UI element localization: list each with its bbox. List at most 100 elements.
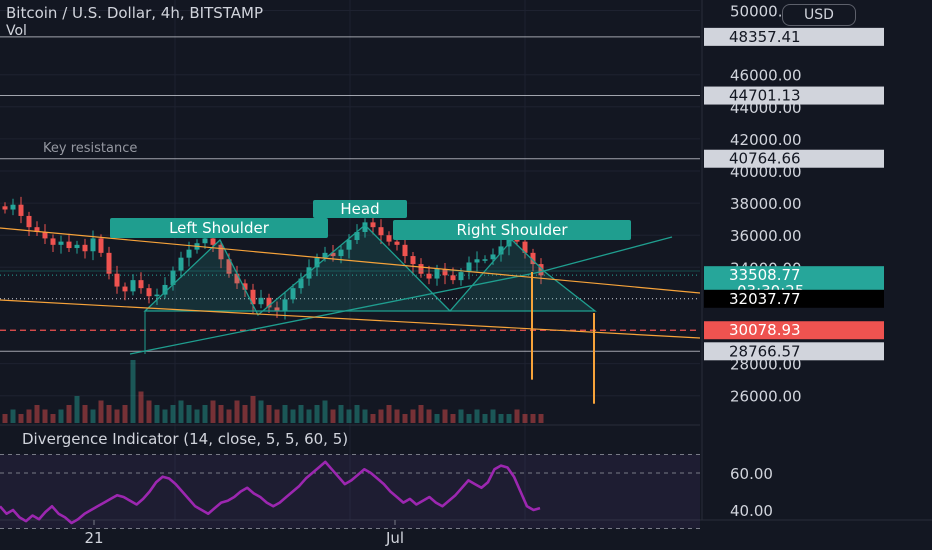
candle-down xyxy=(426,273,432,279)
volume-bar xyxy=(58,409,64,423)
candle-down xyxy=(114,273,120,287)
candle-down xyxy=(530,252,536,265)
candle-up xyxy=(186,249,192,258)
candle-down xyxy=(146,288,152,297)
trendline-lower xyxy=(0,299,701,339)
right-shoulder-label: Right Shoulder xyxy=(456,221,568,239)
candle-down xyxy=(242,283,248,290)
candle-down xyxy=(210,238,216,245)
candle-down xyxy=(226,259,232,274)
candle-down xyxy=(106,252,112,274)
volume-bar xyxy=(18,414,24,423)
candle-up xyxy=(338,249,344,257)
volume-bar xyxy=(2,414,8,423)
volume-bar xyxy=(474,409,480,423)
left-shoulder-label: Left Shoulder xyxy=(169,219,270,237)
volume-bar xyxy=(122,405,128,423)
volume-bar xyxy=(162,409,168,423)
candle-down xyxy=(370,222,376,228)
candle-up xyxy=(466,262,472,273)
currency-button[interactable]: USD xyxy=(782,4,856,26)
candle-up xyxy=(162,284,168,295)
left-shoulder-label-box xyxy=(110,218,328,238)
candle-down xyxy=(266,297,272,308)
price-label: 44701.13 xyxy=(729,87,801,105)
head-label-box xyxy=(313,200,407,218)
volume-bar xyxy=(370,414,376,423)
candle-down xyxy=(122,286,128,292)
candle-up xyxy=(434,268,440,279)
volume-bar xyxy=(314,405,320,423)
candle-down xyxy=(82,244,88,252)
volume-bar xyxy=(194,409,200,423)
volume-bars xyxy=(2,360,544,423)
volume-bar xyxy=(202,405,208,423)
volume-bar xyxy=(458,409,464,423)
volume-bar xyxy=(410,409,416,423)
price-label: 33508.77 xyxy=(729,266,801,284)
candle-down xyxy=(26,215,32,228)
volume-bar xyxy=(74,396,80,423)
key-resistance-label: Key resistance xyxy=(43,141,137,156)
volume-bar xyxy=(90,409,96,423)
candle-up xyxy=(154,294,160,297)
volume-bar xyxy=(26,409,32,423)
candle-down xyxy=(42,231,48,239)
volume-bar xyxy=(146,400,152,423)
candle-up xyxy=(354,231,360,241)
volume-bar xyxy=(266,405,272,423)
volume-bar xyxy=(42,409,48,423)
candle-up xyxy=(90,238,96,252)
candle-down xyxy=(442,268,448,276)
volume-bar xyxy=(234,400,240,423)
candle-up xyxy=(506,236,512,247)
volume-bar xyxy=(178,400,184,423)
volume-bar xyxy=(330,409,336,423)
candle-down xyxy=(138,280,144,289)
candle-up xyxy=(482,259,488,261)
neckline-ext xyxy=(539,236,673,273)
osc-tick: 60.00 xyxy=(730,465,773,483)
price-axis[interactable]: 50000.0046000.0044000.0042000.0040000.00… xyxy=(704,3,884,521)
price-label-bg xyxy=(704,86,884,105)
volume-bar xyxy=(114,409,120,423)
price-tick: 38000.00 xyxy=(730,195,802,213)
volume-bar xyxy=(306,409,312,423)
candle-down xyxy=(538,264,544,276)
volume-bar xyxy=(290,409,296,423)
volume-bar xyxy=(386,405,392,423)
pattern-drawing[interactable] xyxy=(0,224,701,404)
price-label: 40764.66 xyxy=(729,150,801,168)
candle-up xyxy=(314,257,320,268)
volume-bar xyxy=(354,405,360,423)
candle-up xyxy=(290,288,296,300)
volume-bar xyxy=(482,414,488,423)
price-label-bg xyxy=(704,342,884,361)
price-label-bg xyxy=(704,321,884,340)
oscillator-pane xyxy=(0,454,700,529)
candle-down xyxy=(410,256,416,265)
candle-down xyxy=(378,227,384,236)
candle-up xyxy=(170,270,176,285)
candle-down xyxy=(522,241,528,253)
time-axis[interactable]: 21 Jul xyxy=(84,520,404,547)
osc-tick: 40.00 xyxy=(730,502,773,520)
candle-up xyxy=(178,257,184,271)
volume-bar xyxy=(66,405,72,423)
candle-up xyxy=(322,252,328,258)
oscillator-band xyxy=(0,454,700,529)
volume-bar xyxy=(274,409,280,423)
candle-down xyxy=(250,289,256,305)
price-label: 32037.77 xyxy=(729,290,801,308)
candle-down xyxy=(234,273,240,284)
candle-down xyxy=(274,307,280,311)
volume-bar xyxy=(498,414,504,423)
volume-bar xyxy=(298,405,304,423)
volume-bar xyxy=(506,414,512,423)
volume-bar xyxy=(10,409,16,423)
candle-up xyxy=(202,238,208,244)
symbol-title: Bitcoin / U.S. Dollar, 4h, BITSTAMP xyxy=(6,4,264,22)
annotations: Left Shoulder Head Right Shoulder Key resis… xyxy=(43,141,631,240)
candle-up xyxy=(282,299,288,311)
